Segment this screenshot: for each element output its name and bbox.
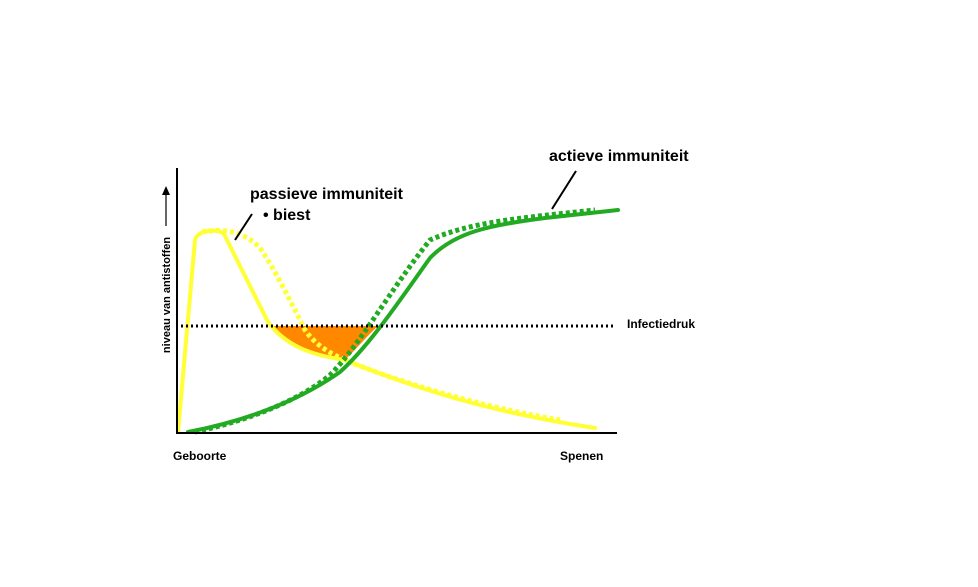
active-immunity-pointer [551,170,577,210]
passive-immunity-pointer [234,213,253,241]
immunity-gap-area [270,326,378,360]
passive-immunity-bullet: • biest [263,207,311,224]
active-immunity-curve-solid [186,208,620,434]
infection-pressure-label: Infectiedruk [627,317,695,331]
x-start-label: Geboorte [173,449,227,463]
y-axis-label: niveau van antistoffen [161,237,173,353]
passive-immunity-curve-solid [176,228,597,434]
passive-immunity-curve-dotted [201,228,561,423]
y-axis-arrow-icon [162,186,170,195]
passive-immunity-label: passieve immuniteit [250,186,404,203]
active-immunity-label: actieve immuniteit [549,148,689,165]
x-end-label: Spenen [560,449,603,463]
